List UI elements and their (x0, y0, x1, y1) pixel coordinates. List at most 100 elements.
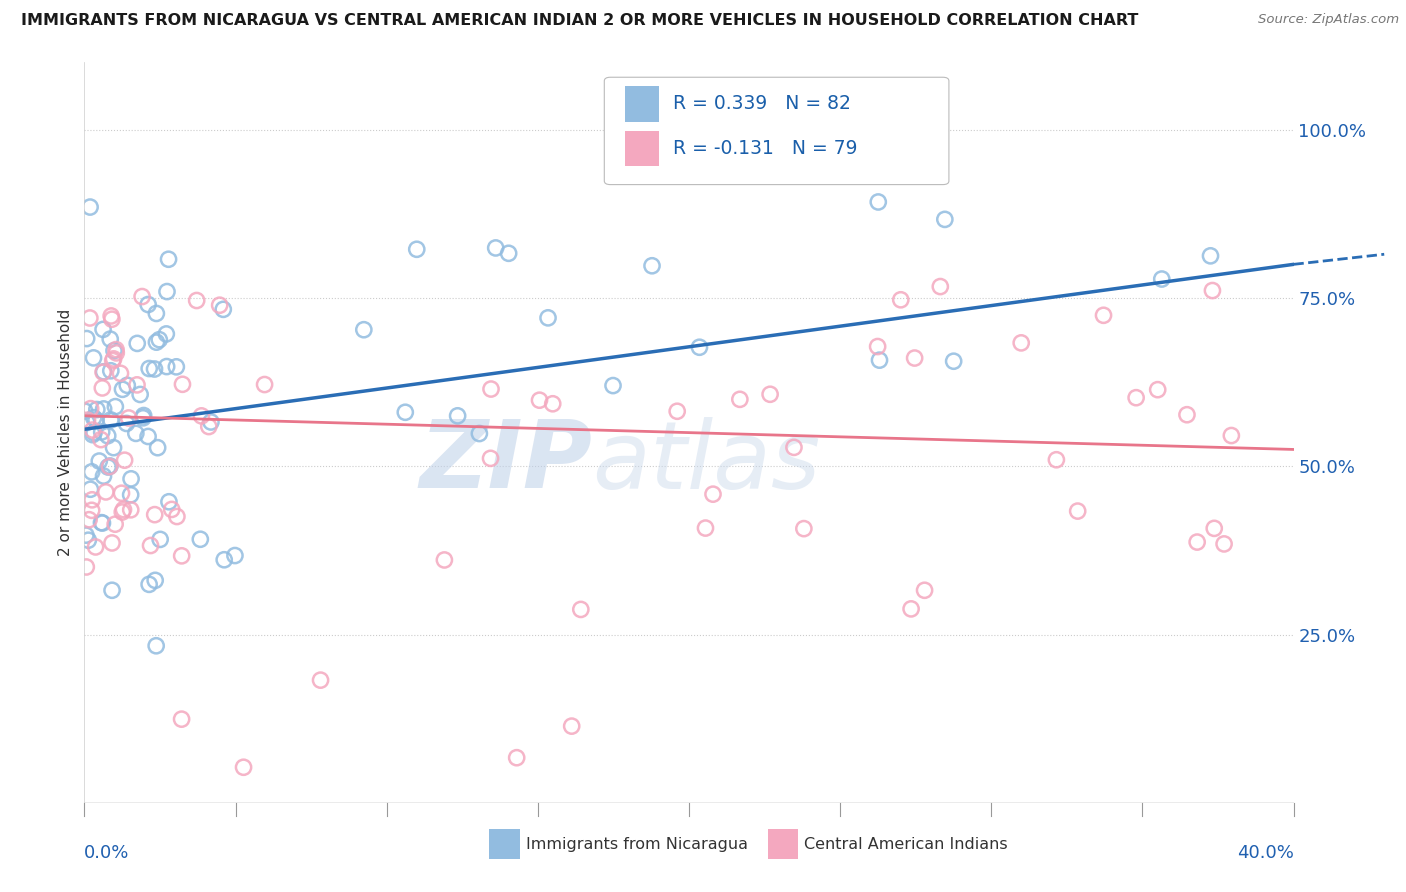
Text: ZIP: ZIP (419, 417, 592, 508)
FancyBboxPatch shape (624, 87, 659, 121)
Point (79, 401, 101, 416)
Point (143, 574, 166, 588)
Point (100, 309, 122, 323)
Point (111, 382, 134, 396)
Point (120, 488, 142, 502)
Point (136, 297, 159, 311)
Point (125, 377, 148, 392)
Point (104, 400, 127, 414)
Point (83, 425, 105, 440)
Text: Central American Indians: Central American Indians (804, 837, 1008, 852)
Point (353, 323, 375, 337)
Point (1150, 272, 1173, 286)
Point (212, 553, 235, 567)
Point (446, 409, 468, 423)
FancyBboxPatch shape (624, 130, 659, 166)
Point (200, 415, 222, 429)
Point (1220, 428, 1243, 442)
Point (86, 402, 108, 417)
Point (188, 533, 211, 547)
Point (1199, 249, 1222, 263)
Point (120, 503, 142, 517)
Point (80, 503, 103, 517)
Point (1146, 383, 1168, 397)
Point (156, 359, 179, 374)
Point (112, 502, 135, 516)
Point (145, 335, 167, 350)
Point (83, 351, 105, 365)
Point (82, 423, 104, 437)
Point (75, 560, 97, 574)
Point (101, 312, 124, 326)
Point (1010, 335, 1032, 350)
Point (90, 516, 112, 530)
Point (890, 293, 912, 307)
Point (103, 441, 125, 455)
Point (91, 516, 114, 530)
Point (479, 451, 502, 466)
Point (114, 453, 136, 467)
Text: Source: ZipAtlas.com: Source: ZipAtlas.com (1258, 13, 1399, 27)
Point (1201, 284, 1223, 298)
Point (97, 460, 120, 475)
Point (1125, 391, 1147, 405)
Point (101, 583, 124, 598)
Point (929, 279, 952, 293)
Point (156, 285, 179, 299)
Point (485, 241, 508, 255)
Point (125, 426, 148, 441)
Point (702, 487, 724, 501)
Point (101, 353, 124, 368)
Point (143, 508, 166, 522)
Point (394, 405, 416, 419)
Point (90, 433, 112, 447)
Point (253, 377, 276, 392)
Point (73, 404, 96, 418)
Point (91, 381, 114, 395)
Point (89, 454, 111, 468)
Point (1185, 535, 1208, 549)
Point (127, 336, 149, 351)
Text: 40.0%: 40.0% (1237, 844, 1294, 862)
Point (170, 712, 193, 726)
Point (84, 540, 107, 554)
Point (84, 413, 107, 427)
Point (91, 365, 114, 379)
Point (145, 306, 167, 320)
Point (1204, 521, 1226, 535)
Point (198, 419, 221, 434)
Point (479, 382, 502, 396)
Point (170, 549, 193, 563)
Point (98, 332, 121, 346)
Point (498, 246, 520, 260)
Point (76, 413, 98, 427)
Point (77, 513, 100, 527)
Point (900, 602, 922, 616)
Point (1045, 452, 1067, 467)
Point (138, 361, 160, 376)
Point (212, 302, 235, 317)
Point (93, 365, 115, 379)
Point (529, 393, 551, 408)
Text: atlas: atlas (592, 417, 821, 508)
FancyBboxPatch shape (489, 830, 520, 859)
Point (105, 346, 128, 360)
Point (309, 673, 332, 687)
Point (146, 441, 169, 455)
Y-axis label: 2 or more Vehicles in Household: 2 or more Vehicles in Household (58, 309, 73, 557)
Point (602, 378, 624, 392)
Text: IMMIGRANTS FROM NICARAGUA VS CENTRAL AMERICAN INDIAN 2 OR MORE VEHICLES IN HOUSE: IMMIGRANTS FROM NICARAGUA VS CENTRAL AME… (21, 13, 1139, 29)
Point (105, 343, 128, 357)
Point (561, 719, 583, 733)
Point (1213, 537, 1236, 551)
Point (165, 359, 187, 374)
Point (76, 416, 98, 430)
Text: R = 0.339   N = 82: R = 0.339 N = 82 (673, 95, 851, 113)
Point (132, 409, 155, 423)
FancyBboxPatch shape (768, 830, 797, 859)
Point (172, 377, 194, 392)
Point (208, 298, 231, 312)
Text: R = -0.131   N = 79: R = -0.131 N = 79 (673, 139, 858, 158)
Point (190, 409, 212, 423)
Point (132, 410, 155, 425)
